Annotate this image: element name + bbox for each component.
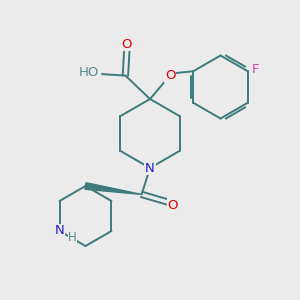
Text: O: O bbox=[167, 199, 178, 212]
Polygon shape bbox=[85, 183, 142, 194]
Text: H: H bbox=[68, 231, 77, 244]
Text: F: F bbox=[251, 63, 259, 76]
Text: HO: HO bbox=[79, 66, 100, 79]
Text: O: O bbox=[122, 38, 132, 51]
Text: N: N bbox=[55, 224, 64, 238]
Text: N: N bbox=[145, 161, 155, 175]
Text: O: O bbox=[165, 69, 175, 82]
